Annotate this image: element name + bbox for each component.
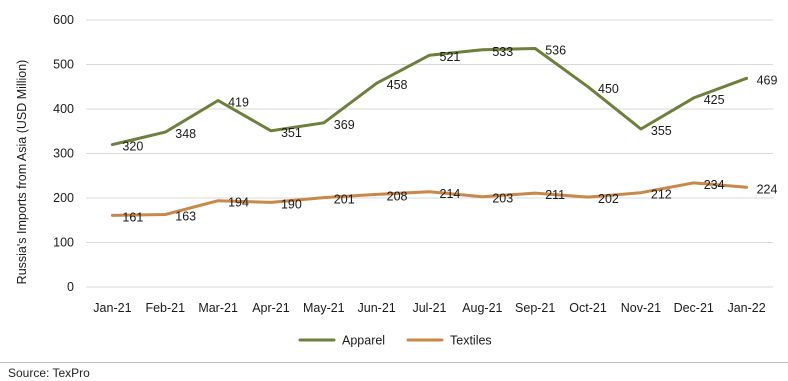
data-label-textiles: 234 [704,178,725,192]
data-label-apparel: 425 [704,93,725,107]
data-label-apparel: 419 [228,96,249,110]
x-tick-label: Dec-21 [674,301,714,315]
x-tick-label: May-21 [303,301,345,315]
data-label-textiles: 194 [228,196,249,210]
y-tick-label: 300 [53,147,74,161]
x-tick-label: Oct-21 [569,301,607,315]
x-tick-label: Mar-21 [198,301,238,315]
data-label-textiles: 214 [440,187,461,201]
x-tick-label: Nov-21 [621,301,661,315]
legend-label-textiles: Textiles [450,334,492,348]
series-line-textiles [110,181,749,217]
data-label-apparel: 450 [598,82,619,96]
data-label-apparel: 348 [175,127,196,141]
x-tick-label: Jan-22 [727,301,765,315]
y-tick-label: 500 [53,58,74,72]
y-tick-label: 600 [53,13,74,27]
data-label-textiles: 211 [545,188,565,202]
data-label-apparel: 533 [492,45,513,59]
data-label-apparel: 458 [387,78,408,92]
source-note: Source: TexPro [8,366,90,380]
x-tick-label: Jun-21 [358,301,396,315]
data-label-apparel: 369 [334,118,355,132]
x-tick-label: Sep-21 [515,301,555,315]
x-tick-label: Aug-21 [462,301,502,315]
data-label-apparel: 320 [122,140,143,154]
data-label-textiles: 208 [387,189,408,203]
data-label-textiles: 190 [281,197,302,211]
divider [0,362,788,363]
data-label-textiles: 161 [122,210,143,224]
x-tick-label: Jan-21 [93,301,131,315]
legend-label-apparel: Apparel [342,334,385,348]
y-tick-label: 200 [53,191,74,205]
data-label-textiles: 202 [598,192,619,206]
y-axis-label: Russia's Imports from Asia (USD Million) [15,60,29,285]
x-tick-label: Feb-21 [145,301,185,315]
y-tick-label: 400 [53,102,74,116]
data-labels: 320 348 419 351 369 458 521 533 536 450 355 425 469 1… [122,43,777,224]
data-label-apparel: 536 [545,43,566,57]
series-line-apparel [110,47,749,147]
legend: Apparel Textiles [298,334,492,348]
data-label-apparel: 355 [651,124,672,138]
x-tick-label: Jul-21 [412,301,446,315]
data-label-textiles: 224 [757,182,778,196]
data-label-textiles: 163 [175,209,196,223]
data-label-textiles: 201 [334,193,355,207]
data-label-apparel: 469 [757,73,778,87]
y-tick-label: 0 [67,280,74,294]
series-lines [110,47,749,217]
y-axis-ticks: 0 100 200 300 400 500 600 [53,13,74,294]
x-tick-label: Apr-21 [252,301,290,315]
y-tick-label: 100 [53,236,74,250]
data-label-textiles: 212 [651,188,672,202]
x-axis-ticks: Jan-21 Feb-21 Mar-21 Apr-21 May-21 Jun-21 Jul-… [93,301,765,315]
data-label-textiles: 203 [492,192,513,206]
data-label-apparel: 351 [281,126,302,140]
gridlines [86,19,773,288]
data-label-apparel: 521 [440,50,461,64]
